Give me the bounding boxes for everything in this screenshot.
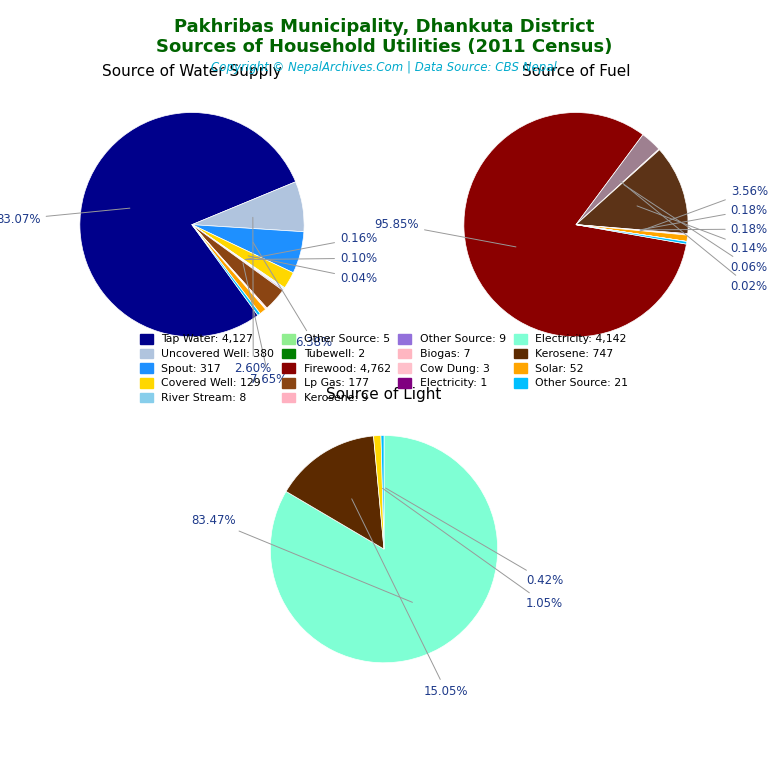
Wedge shape: [192, 224, 267, 309]
Wedge shape: [192, 224, 284, 290]
Text: 0.18%: 0.18%: [641, 223, 768, 236]
Wedge shape: [192, 224, 283, 290]
Wedge shape: [576, 224, 687, 244]
Text: 95.85%: 95.85%: [375, 218, 516, 247]
Wedge shape: [192, 224, 293, 288]
Wedge shape: [576, 224, 687, 241]
Text: 1.05%: 1.05%: [382, 488, 563, 611]
Legend: Tap Water: 4,127, Uncovered Well: 380, Spout: 317, Covered Well: 129, River Stre: Tap Water: 4,127, Uncovered Well: 380, S…: [140, 334, 628, 403]
Wedge shape: [192, 224, 304, 273]
Text: 0.04%: 0.04%: [248, 256, 377, 285]
Text: 0.18%: 0.18%: [641, 204, 768, 230]
Wedge shape: [286, 436, 384, 549]
Title: Source of Light: Source of Light: [326, 387, 442, 402]
Text: 3.56%: 3.56%: [640, 184, 768, 231]
Text: 0.14%: 0.14%: [637, 206, 768, 255]
Wedge shape: [270, 435, 498, 663]
Title: Source of Water Supply: Source of Water Supply: [102, 65, 282, 79]
Wedge shape: [576, 224, 688, 235]
Title: Source of Fuel: Source of Fuel: [521, 65, 631, 79]
Wedge shape: [192, 182, 304, 232]
Wedge shape: [576, 224, 687, 235]
Text: 0.16%: 0.16%: [245, 232, 377, 260]
Text: 7.65%: 7.65%: [243, 263, 287, 386]
Wedge shape: [80, 113, 296, 337]
Text: 15.05%: 15.05%: [352, 499, 468, 697]
Wedge shape: [192, 224, 266, 309]
Wedge shape: [192, 224, 260, 316]
Text: Pakhribas Municipality, Dhankuta District: Pakhribas Municipality, Dhankuta Distric…: [174, 18, 594, 35]
Wedge shape: [373, 435, 384, 549]
Text: 0.42%: 0.42%: [386, 488, 564, 588]
Wedge shape: [192, 224, 283, 308]
Wedge shape: [576, 224, 687, 242]
Text: 83.47%: 83.47%: [191, 515, 412, 602]
Text: 2.60%: 2.60%: [234, 217, 272, 375]
Wedge shape: [192, 224, 266, 313]
Wedge shape: [192, 224, 266, 310]
Text: 6.38%: 6.38%: [253, 243, 333, 349]
Wedge shape: [192, 224, 285, 289]
Wedge shape: [192, 224, 283, 290]
Text: Sources of Household Utilities (2011 Census): Sources of Household Utilities (2011 Cen…: [156, 38, 612, 56]
Wedge shape: [576, 149, 660, 224]
Text: 0.06%: 0.06%: [624, 185, 768, 273]
Text: Copyright © NepalArchives.Com | Data Source: CBS Nepal: Copyright © NepalArchives.Com | Data Sou…: [211, 61, 557, 74]
Text: 83.07%: 83.07%: [0, 208, 130, 226]
Text: 0.10%: 0.10%: [246, 252, 377, 265]
Wedge shape: [576, 134, 659, 224]
Wedge shape: [576, 150, 688, 233]
Wedge shape: [381, 435, 384, 549]
Wedge shape: [464, 112, 687, 336]
Text: 0.02%: 0.02%: [620, 180, 768, 293]
